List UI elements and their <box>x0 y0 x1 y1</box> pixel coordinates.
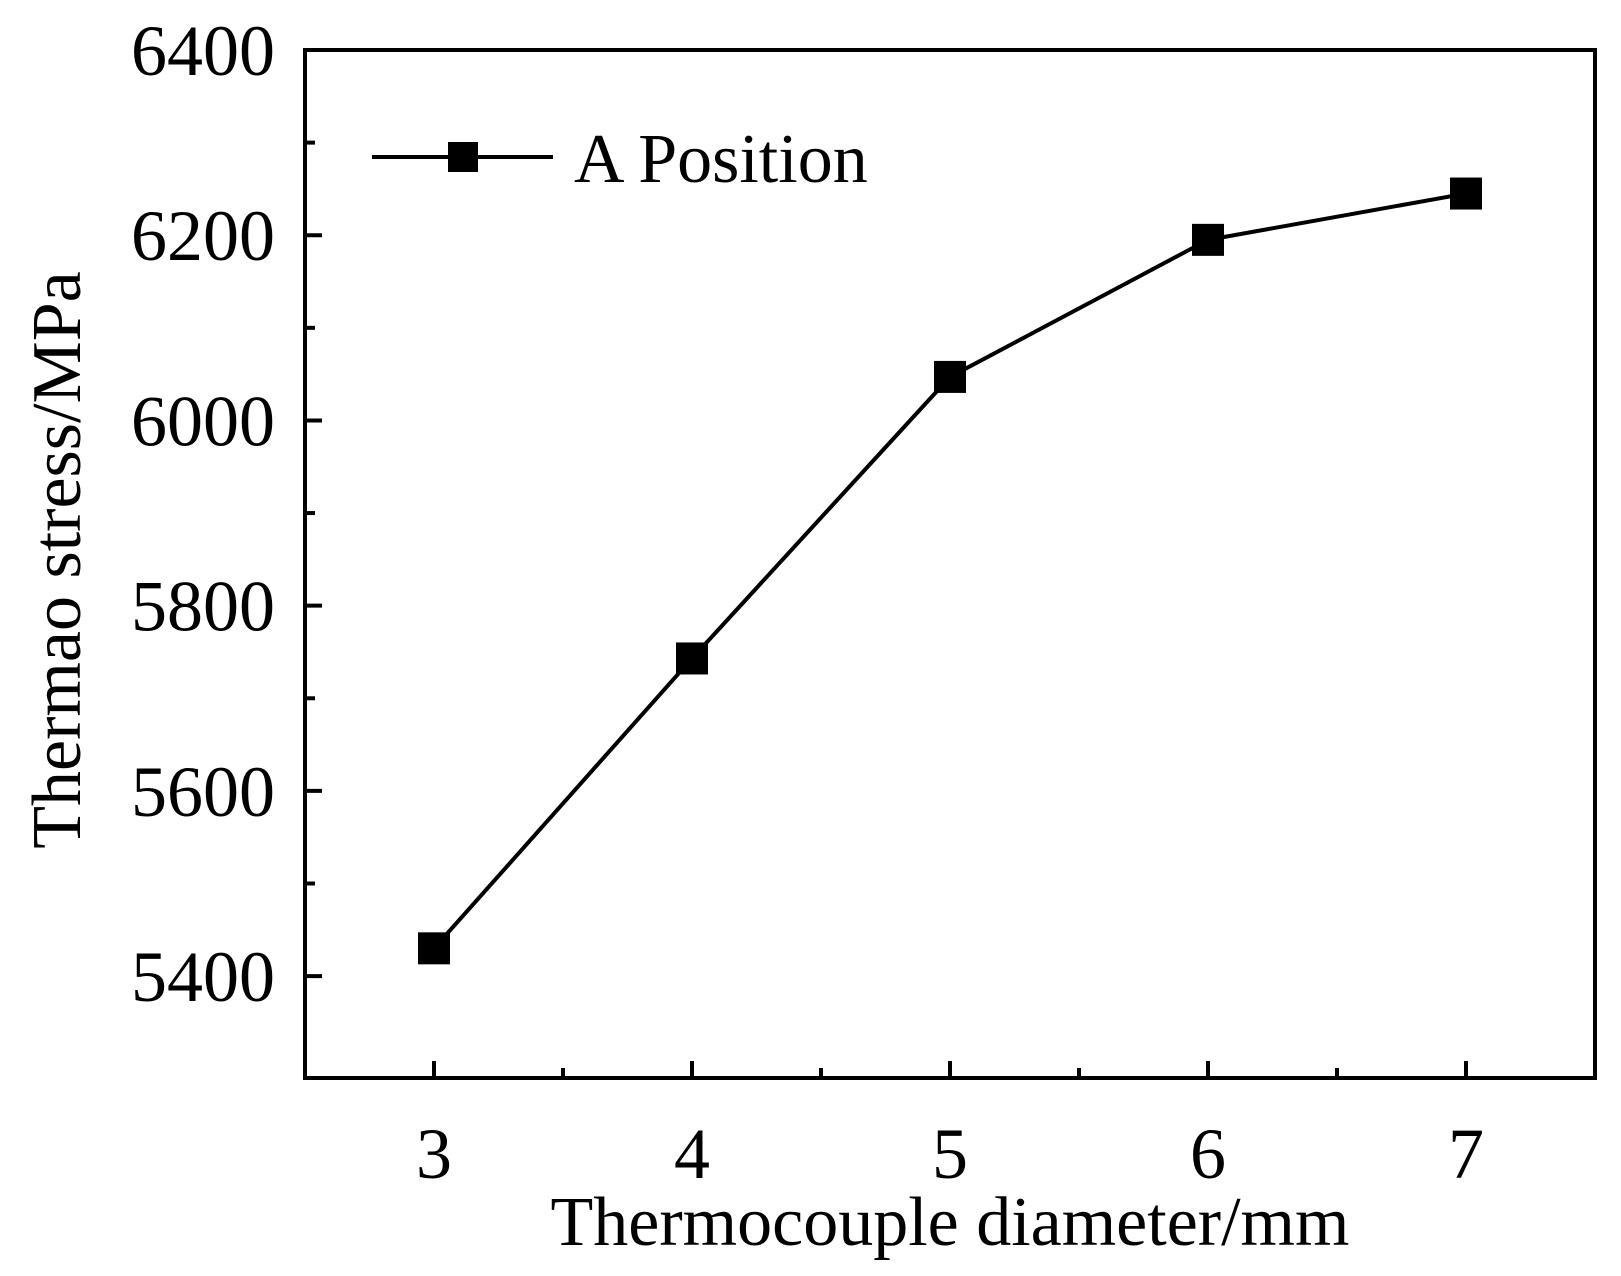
x-tick-label: 7 <box>1448 1114 1484 1194</box>
x-tick-labels: 3 4 5 6 7 <box>416 1114 1484 1194</box>
y-tick-label: 5800 <box>131 567 275 647</box>
legend: A Position <box>372 121 868 198</box>
x-tick-label: 5 <box>932 1114 968 1194</box>
y-tick-label: 6400 <box>131 11 275 91</box>
data-point-marker <box>934 360 966 393</box>
legend-label: A Position <box>574 121 868 198</box>
data-point-marker <box>418 932 450 965</box>
y-tick-label: 5400 <box>131 937 275 1017</box>
x-tick-label: 4 <box>674 1114 710 1194</box>
series-line <box>432 191 1467 950</box>
major-ticks <box>305 48 1468 1078</box>
legend-marker <box>448 142 478 172</box>
data-point-marker <box>676 642 708 675</box>
series-lines <box>432 191 1467 950</box>
x-tick-label: 3 <box>416 1114 452 1194</box>
y-axis-label: Thermao stress/MPa <box>19 271 96 848</box>
y-tick-label: 6000 <box>131 381 275 461</box>
data-point-marker <box>1192 223 1224 256</box>
y-tick-labels: 5400 5600 5800 6000 6200 6400 <box>131 11 275 1017</box>
y-tick-label: 6200 <box>131 196 275 276</box>
x-tick-label: 6 <box>1190 1114 1226 1194</box>
data-point-marker <box>1450 177 1482 210</box>
x-axis-label: Thermocouple diameter/mm <box>551 1184 1350 1261</box>
minor-ticks <box>305 140 1339 1078</box>
series-markers <box>418 177 1482 965</box>
y-tick-label: 5600 <box>131 752 275 832</box>
